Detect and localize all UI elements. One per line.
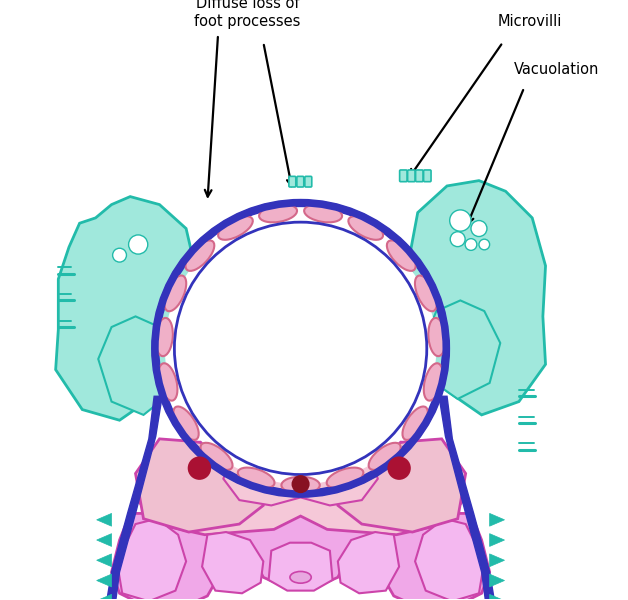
FancyBboxPatch shape bbox=[289, 176, 296, 187]
Polygon shape bbox=[97, 574, 112, 587]
Ellipse shape bbox=[428, 318, 446, 356]
Polygon shape bbox=[490, 574, 504, 587]
Text: Vacuolation: Vacuolation bbox=[514, 62, 599, 77]
Polygon shape bbox=[97, 514, 112, 526]
Polygon shape bbox=[98, 316, 175, 415]
Ellipse shape bbox=[259, 205, 297, 223]
FancyBboxPatch shape bbox=[297, 176, 304, 187]
Polygon shape bbox=[117, 519, 186, 600]
Polygon shape bbox=[439, 396, 495, 600]
Polygon shape bbox=[136, 439, 266, 532]
FancyBboxPatch shape bbox=[408, 170, 415, 182]
Ellipse shape bbox=[158, 363, 178, 401]
Ellipse shape bbox=[387, 241, 416, 271]
Ellipse shape bbox=[327, 467, 364, 488]
Text: Diffuse loss of
foot processes: Diffuse loss of foot processes bbox=[194, 0, 301, 29]
FancyBboxPatch shape bbox=[399, 170, 407, 182]
Ellipse shape bbox=[156, 318, 173, 356]
Circle shape bbox=[188, 457, 211, 480]
Polygon shape bbox=[490, 595, 504, 600]
Circle shape bbox=[291, 475, 310, 493]
Circle shape bbox=[471, 221, 487, 236]
Ellipse shape bbox=[349, 216, 383, 240]
Polygon shape bbox=[338, 532, 399, 593]
Ellipse shape bbox=[165, 275, 187, 311]
Ellipse shape bbox=[185, 241, 214, 271]
Ellipse shape bbox=[238, 467, 274, 488]
Polygon shape bbox=[490, 533, 504, 547]
Ellipse shape bbox=[290, 571, 311, 583]
Polygon shape bbox=[106, 396, 162, 600]
Circle shape bbox=[129, 235, 148, 254]
Text: Microvilli: Microvilli bbox=[497, 14, 562, 29]
Polygon shape bbox=[423, 301, 501, 399]
Ellipse shape bbox=[415, 275, 437, 311]
Ellipse shape bbox=[281, 476, 320, 494]
FancyBboxPatch shape bbox=[416, 170, 423, 182]
Polygon shape bbox=[415, 519, 484, 600]
Circle shape bbox=[479, 239, 490, 250]
Ellipse shape bbox=[218, 216, 253, 240]
Circle shape bbox=[450, 232, 465, 247]
Polygon shape bbox=[97, 533, 112, 547]
Circle shape bbox=[112, 248, 126, 262]
Circle shape bbox=[165, 212, 436, 484]
FancyBboxPatch shape bbox=[305, 176, 311, 187]
Circle shape bbox=[465, 239, 477, 250]
Polygon shape bbox=[112, 514, 490, 600]
Polygon shape bbox=[97, 554, 112, 566]
Ellipse shape bbox=[200, 443, 232, 470]
Polygon shape bbox=[136, 442, 465, 535]
Polygon shape bbox=[97, 595, 112, 600]
Ellipse shape bbox=[424, 363, 443, 401]
Circle shape bbox=[450, 210, 471, 231]
Polygon shape bbox=[224, 447, 378, 505]
Ellipse shape bbox=[304, 205, 342, 223]
Polygon shape bbox=[409, 181, 546, 415]
Polygon shape bbox=[490, 514, 504, 526]
Polygon shape bbox=[202, 532, 263, 593]
Polygon shape bbox=[269, 543, 333, 590]
Ellipse shape bbox=[403, 406, 428, 440]
Ellipse shape bbox=[173, 406, 198, 440]
Circle shape bbox=[387, 457, 411, 480]
FancyBboxPatch shape bbox=[424, 170, 431, 182]
Polygon shape bbox=[490, 554, 504, 566]
Ellipse shape bbox=[369, 443, 401, 470]
Polygon shape bbox=[335, 439, 465, 532]
Polygon shape bbox=[56, 197, 194, 420]
